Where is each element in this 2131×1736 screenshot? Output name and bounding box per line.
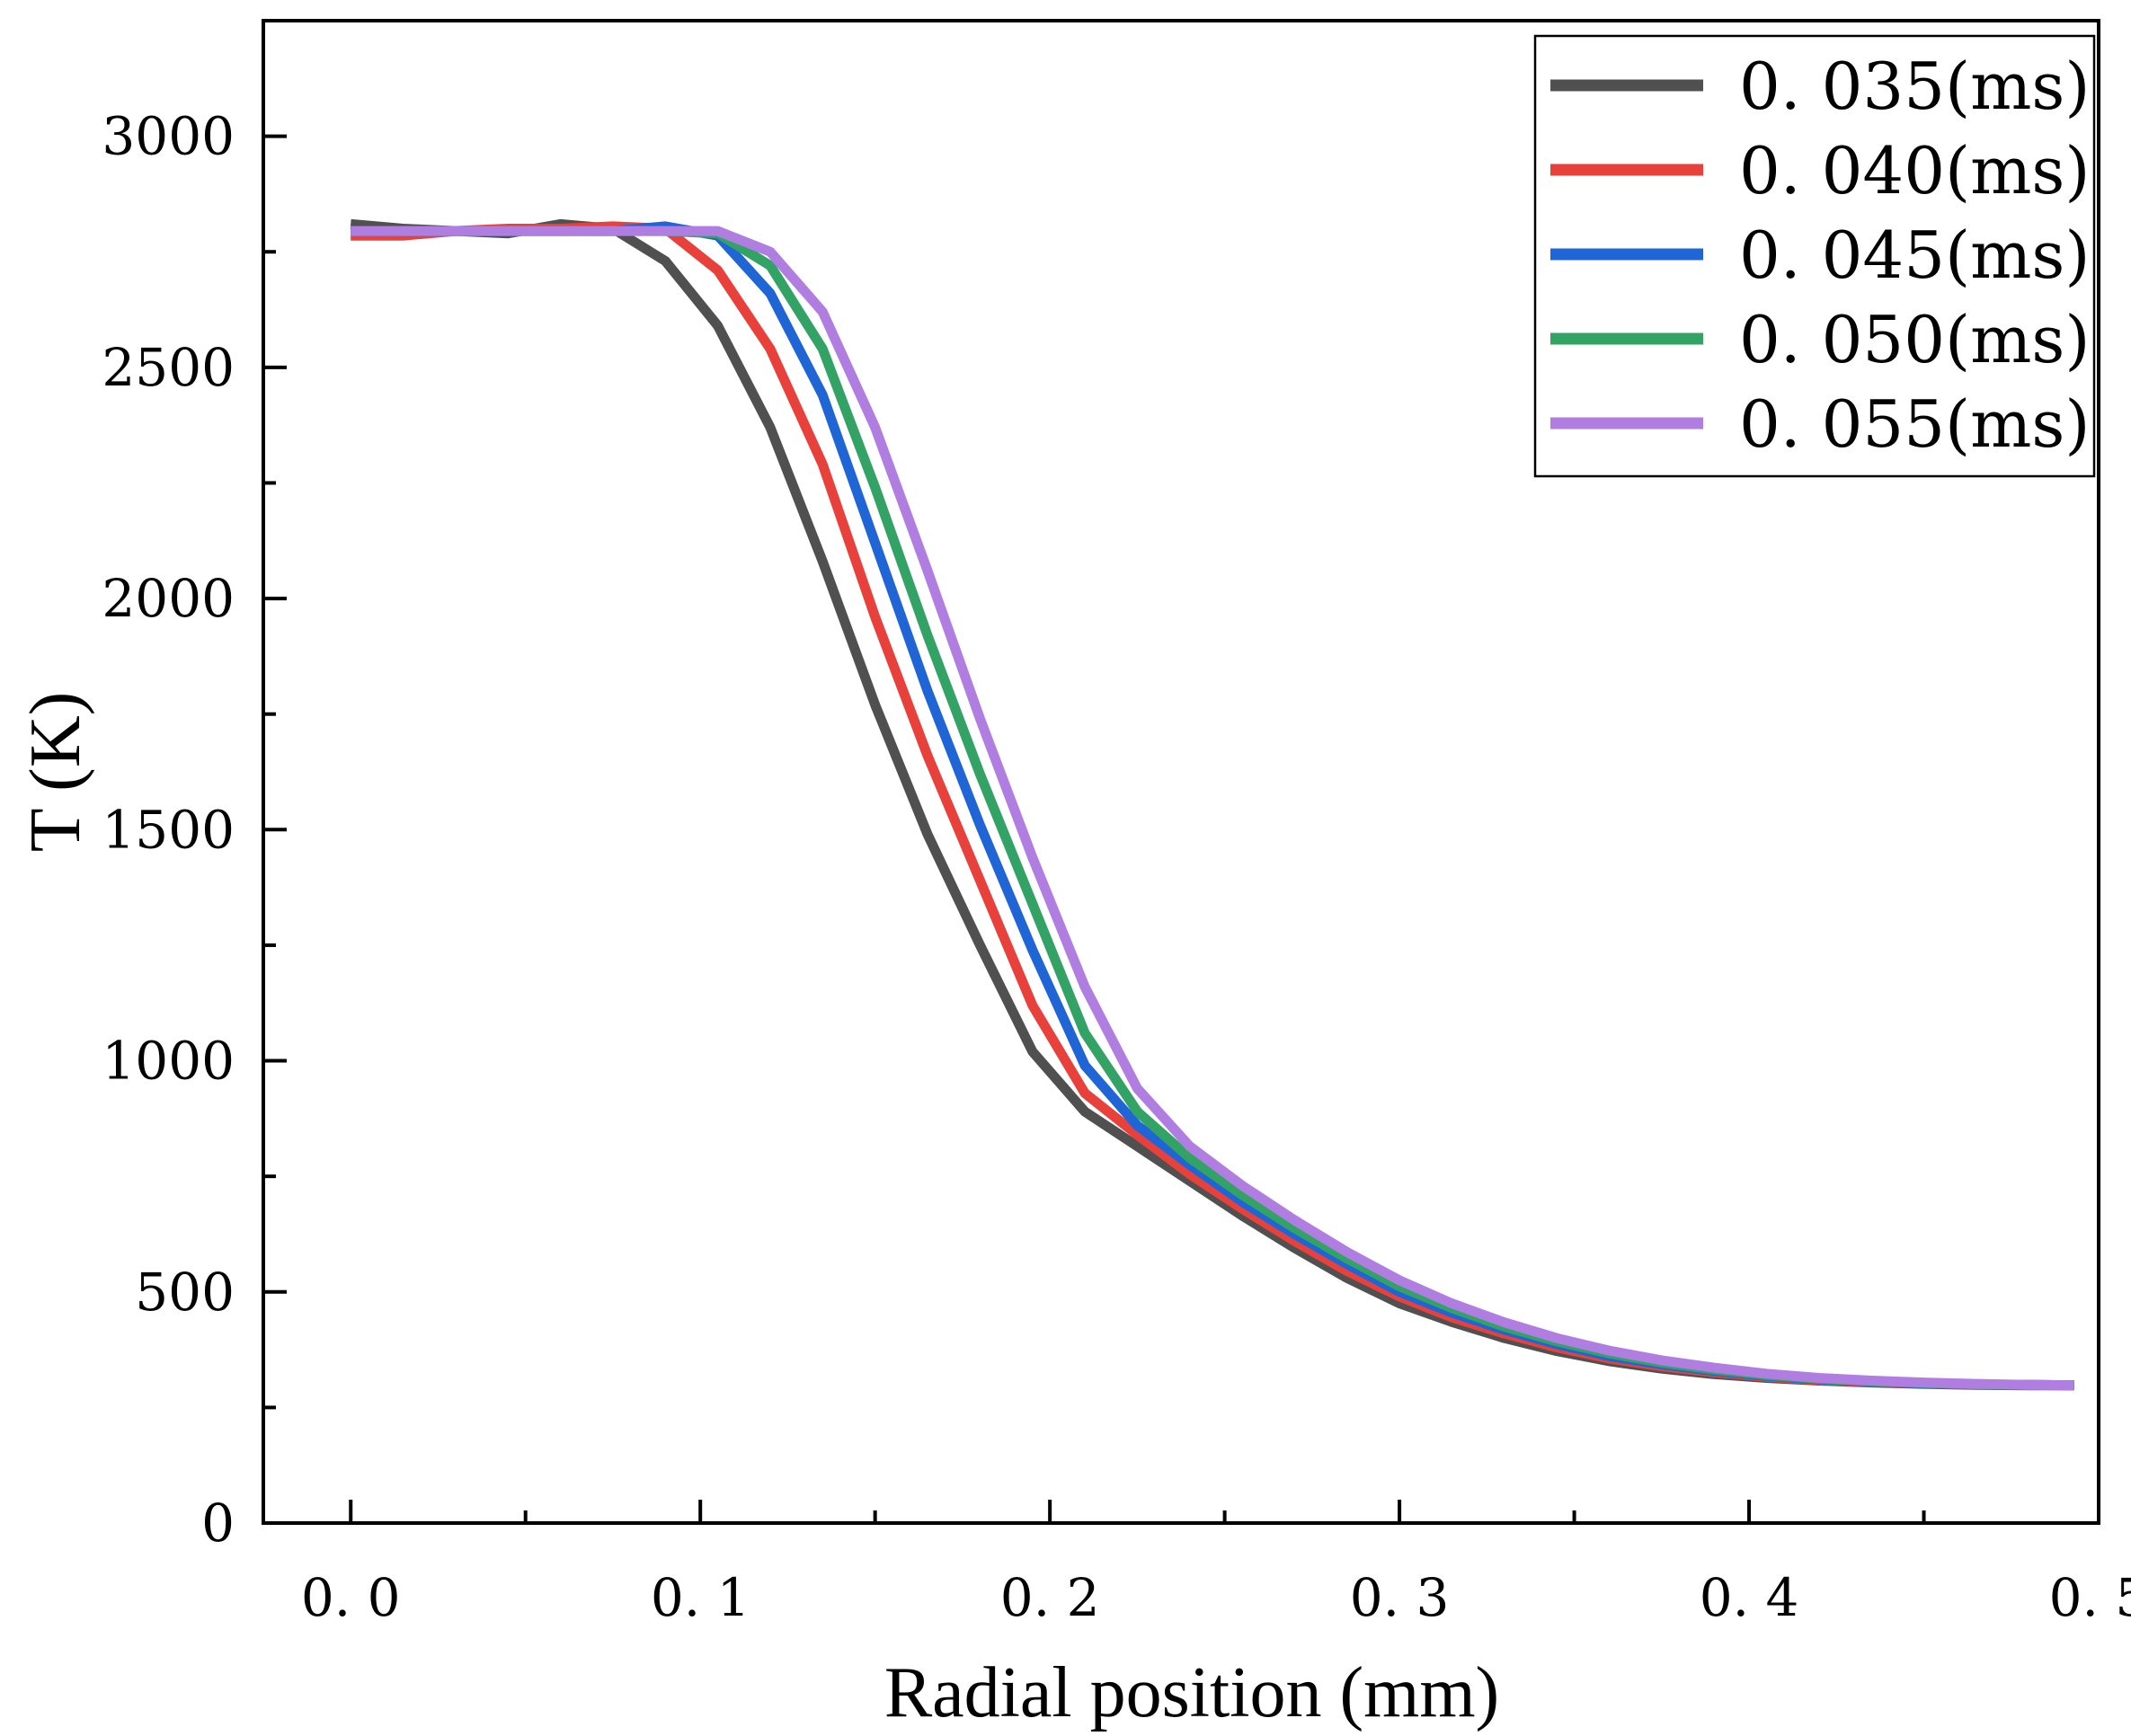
y-axis-title: T (K) <box>16 692 95 852</box>
legend-label: 0. 035(ms) <box>1739 49 2090 124</box>
ticks-layer: 0. 0 0. 1 0. 2 0. 3 0. 4 0. 5 0 500 1000 1500 2000… <box>102 106 2131 1628</box>
y-tick-label: 500 <box>135 1262 235 1323</box>
x-tick-label: 0. 0 <box>301 1567 401 1628</box>
y-tick-label: 1500 <box>102 799 235 860</box>
legend: 0. 035(ms) 0. 040(ms) 0. 045(ms) 0. 050(ms)… <box>1533 34 2096 478</box>
x-tick-label: 0. 2 <box>1000 1567 1100 1628</box>
legend-label: 0. 045(ms) <box>1739 217 2090 293</box>
x-tick-label: 0. 5 <box>2049 1567 2131 1628</box>
x-tick-label: 0. 1 <box>651 1567 750 1628</box>
x-tick-label: 0. 3 <box>1350 1567 1450 1628</box>
x-tick-label: 0. 4 <box>1700 1567 1799 1628</box>
y-tick-label: 2000 <box>102 568 235 629</box>
legend-label: 0. 050(ms) <box>1739 302 2090 377</box>
legend-label: 0. 055(ms) <box>1739 386 2090 462</box>
y-tick-label: 2500 <box>102 337 235 398</box>
plot-frame <box>262 19 2100 1525</box>
series-layer <box>350 218 2074 1391</box>
y-tick-label: 3000 <box>102 106 235 167</box>
legend-label: 0. 040(ms) <box>1739 133 2090 208</box>
x-axis-title: Radial position (mm) <box>884 1653 1499 1732</box>
y-tick-label: 1000 <box>102 1031 235 1092</box>
series-line-5 <box>351 226 2074 1391</box>
y-tick-label: 0 <box>201 1492 235 1554</box>
